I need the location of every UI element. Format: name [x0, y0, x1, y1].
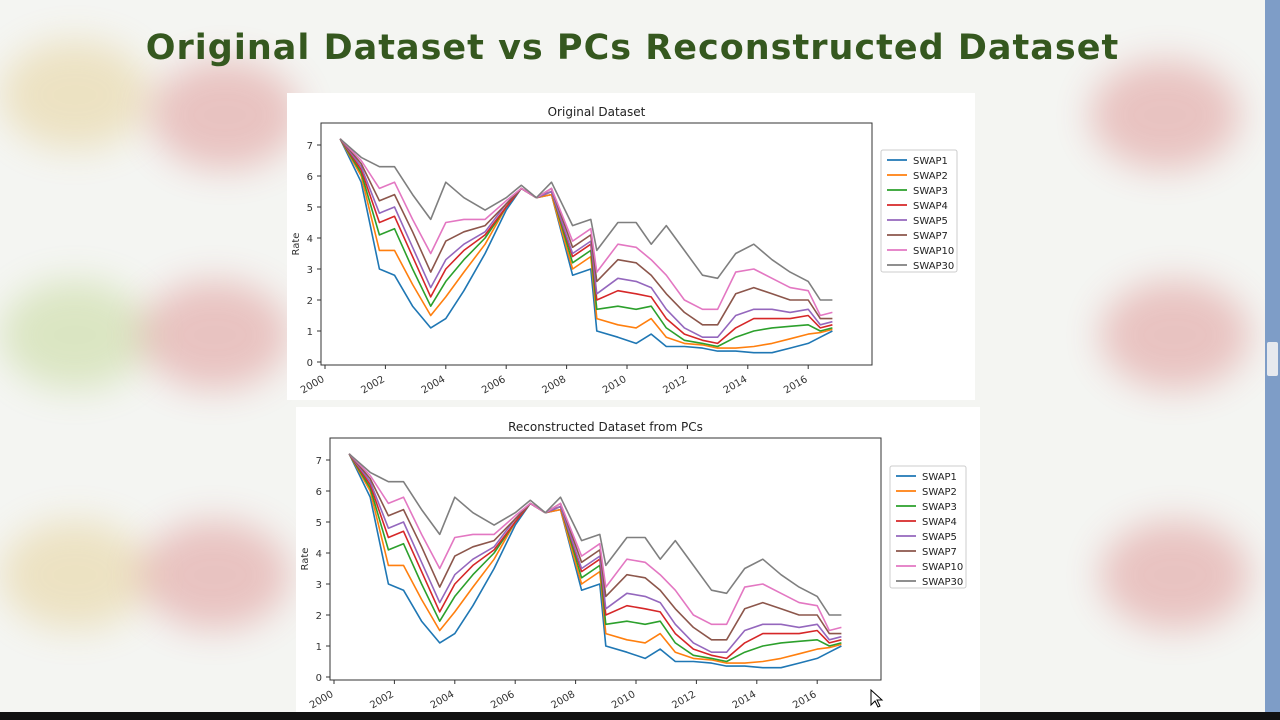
legend-label: SWAP7 — [922, 547, 957, 558]
y-tick-label: 4 — [307, 234, 313, 245]
y-tick-label: 2 — [307, 296, 313, 307]
y-tick-label: 4 — [316, 549, 322, 560]
x-tick-label: 2010 — [610, 689, 638, 711]
original-dataset-chart: Original Dataset 0 1 2 3 4 5 6 7 2000 2002 2004 2006… — [291, 105, 958, 396]
legend-label: SWAP4 — [913, 201, 948, 212]
series-line-swap10 — [348, 453, 842, 632]
legend-label: SWAP1 — [922, 472, 957, 483]
y-axis-label: Rate — [300, 548, 311, 571]
x-tick-label: 2002 — [359, 374, 387, 396]
series-line-swap10 — [339, 138, 833, 317]
mouse-cursor-icon — [870, 689, 884, 708]
x-tick-label: 2000 — [299, 374, 327, 396]
legend-box — [889, 465, 967, 589]
x-tick-label: 2012 — [670, 689, 698, 711]
series-line-swap3 — [348, 453, 842, 663]
series-line-swap1 — [348, 453, 842, 669]
legend-label: SWAP30 — [913, 261, 954, 272]
y-tick-label: 3 — [307, 265, 313, 276]
x-tick-label: 2000 — [308, 689, 336, 711]
series-line-swap30 — [348, 453, 842, 616]
chart-title: Reconstructed Dataset from PCs — [508, 420, 703, 434]
legend-label: SWAP7 — [913, 231, 948, 242]
reconstructed-chart-panel: Reconstructed Dataset from PCs 0 1 2 3 4 5 6 7 20… — [296, 407, 980, 712]
y-tick-label: 7 — [307, 141, 313, 152]
legend-label: SWAP1 — [913, 156, 948, 167]
series-line-swap5 — [339, 138, 833, 338]
y-tick-label: 7 — [316, 456, 322, 467]
legend-label: SWAP2 — [922, 487, 957, 498]
legend-label: SWAP10 — [913, 246, 954, 257]
legend-label: SWAP5 — [922, 532, 957, 543]
x-tick-label: 2014 — [722, 374, 750, 396]
legend-label: SWAP3 — [913, 186, 948, 197]
legend-label: SWAP4 — [922, 517, 957, 528]
series-line-swap7 — [348, 453, 842, 641]
x-tick-label: 2002 — [368, 689, 396, 711]
x-tick-label: 2010 — [601, 374, 629, 396]
legend-label: SWAP5 — [913, 216, 948, 227]
legend-label: SWAP3 — [922, 502, 957, 513]
series-line-swap7 — [339, 138, 833, 326]
series-line-swap5 — [348, 453, 842, 653]
original-chart-panel: Original Dataset 0 1 2 3 4 5 6 7 2000 2002 2004 2006… — [287, 93, 975, 400]
y-tick-label: 5 — [307, 203, 313, 214]
y-tick-label: 5 — [316, 518, 322, 529]
y-tick-label: 0 — [307, 358, 313, 369]
chart-title: Original Dataset — [548, 105, 646, 119]
x-tick-label: 2006 — [480, 374, 508, 396]
x-tick-label: 2006 — [489, 689, 517, 711]
slide-title: Original Dataset vs PCs Reconstructed Da… — [145, 28, 1120, 68]
x-tick-label: 2004 — [420, 374, 448, 396]
y-tick-label: 1 — [316, 642, 322, 653]
legend-label: SWAP10 — [922, 562, 963, 573]
reconstructed-dataset-chart: Reconstructed Dataset from PCs 0 1 2 3 4 5 6 7 20… — [300, 420, 967, 711]
y-tick-label: 2 — [316, 611, 322, 622]
x-tick-label: 2012 — [661, 374, 689, 396]
legend-box — [880, 149, 958, 273]
x-tick-label: 2016 — [791, 689, 819, 711]
legend-label: SWAP30 — [922, 577, 963, 588]
y-tick-label: 1 — [307, 327, 313, 338]
x-tick-label: 2008 — [541, 374, 569, 396]
bottom-bar — [0, 712, 1280, 720]
scrollbar-thumb[interactable] — [1267, 342, 1278, 376]
x-tick-label: 2016 — [782, 374, 810, 396]
series-line-swap1 — [339, 138, 833, 354]
y-tick-label: 0 — [316, 673, 322, 684]
x-tick-label: 2008 — [550, 689, 578, 711]
legend-label: SWAP2 — [913, 171, 948, 182]
y-axis-label: Rate — [291, 233, 302, 256]
y-tick-label: 6 — [316, 487, 322, 498]
y-tick-label: 6 — [307, 172, 313, 183]
series-line-swap3 — [339, 138, 833, 348]
series-line-swap30 — [339, 138, 833, 301]
x-tick-label: 2014 — [731, 689, 759, 711]
y-tick-label: 3 — [316, 580, 322, 591]
x-tick-label: 2004 — [429, 689, 457, 711]
